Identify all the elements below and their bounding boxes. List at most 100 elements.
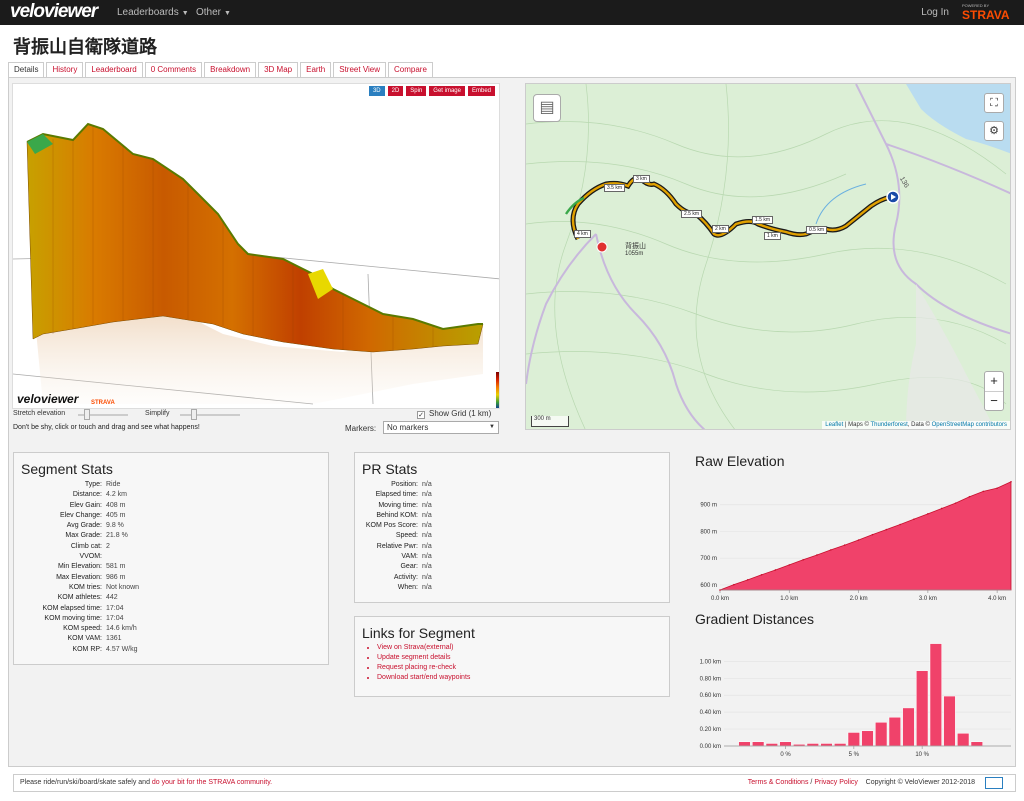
spin-button[interactable]: Spin xyxy=(406,86,427,96)
gradient-bar xyxy=(861,730,874,747)
elevation-3d-viewer[interactable]: 3D 2D Spin Get image Embed veloviewer ST… xyxy=(12,83,500,409)
show-grid-toggle[interactable]: ✓ Show Grid (1 km) xyxy=(417,409,491,419)
thunderforest-link[interactable]: Thunderforest xyxy=(870,422,908,428)
leaflet-link[interactable]: Leaflet xyxy=(825,422,844,428)
tab-details[interactable]: Details xyxy=(8,62,45,77)
profile-stripes xyxy=(52,126,434,351)
terms-link[interactable]: Terms & Conditions xyxy=(747,779,809,786)
pr-stat-row: Behind KOM: n/a xyxy=(355,511,431,521)
gradient-bar xyxy=(957,733,970,747)
get-image-button[interactable]: Get image xyxy=(429,86,465,96)
y-tick-label: 900 m xyxy=(700,503,717,509)
stretch-elevation-slider[interactable] xyxy=(78,414,128,416)
finish-marker[interactable] xyxy=(596,241,608,253)
attr-maps: | Maps © xyxy=(844,422,869,428)
footer-legal: Terms & Conditions / Privacy Policy Copy… xyxy=(748,779,975,786)
km-marker-3.5: 3.5 km xyxy=(604,184,626,192)
elevation-area xyxy=(719,481,1012,591)
simplify-slider[interactable] xyxy=(180,414,240,416)
segment-stat-row: Avg Grade: 9.8 % xyxy=(14,521,139,531)
pr-stats-panel: PR Stats Position: n/a Elapsed time: n/a Mov… xyxy=(354,452,670,603)
tab-street-view[interactable]: Street View xyxy=(333,62,387,77)
pr-stat-key: VAM: xyxy=(401,553,418,561)
veloviewer-logo[interactable]: veloviewer xyxy=(10,1,98,22)
pr-stat-value: n/a xyxy=(422,542,432,550)
segment-stat-value: 581 m xyxy=(106,563,126,571)
2d-button[interactable]: 2D xyxy=(387,86,404,96)
tab-breakdown[interactable]: Breakdown xyxy=(204,62,257,77)
simplify-handle[interactable] xyxy=(191,409,197,420)
nav-leaderboards[interactable]: Leaderboards ▼ xyxy=(117,7,189,18)
viewer-hint: Don't be shy, click or touch and drag an… xyxy=(13,424,200,431)
show-grid-checkbox[interactable]: ✓ xyxy=(417,411,425,419)
view-on-strava-link[interactable]: View on Strava(external) xyxy=(377,643,470,653)
gradient-bar xyxy=(752,741,765,747)
download-waypoints-link[interactable]: Download start/end waypoints xyxy=(377,673,470,683)
viewer-veloviewer-logo: veloviewer xyxy=(17,392,79,406)
tab-leaderboard[interactable]: Leaderboard xyxy=(85,62,143,77)
pr-stat-row: Position: n/a xyxy=(355,480,432,490)
chevron-down-icon: ▼ xyxy=(489,424,495,430)
login-link[interactable]: Log In xyxy=(921,7,949,18)
update-segment-link[interactable]: Update segment details xyxy=(377,653,470,663)
3d-profile-render[interactable] xyxy=(13,84,500,409)
markers-label: Markers: xyxy=(345,424,377,433)
tab-3d-map[interactable]: 3D Map xyxy=(258,62,299,77)
segment-stat-value: 442 xyxy=(106,594,118,602)
tab-earth[interactable]: Earth xyxy=(300,62,332,77)
elevation-point xyxy=(774,569,777,571)
zoom-in-button[interactable]: + xyxy=(990,373,998,388)
caret-down-icon: ▼ xyxy=(181,10,189,17)
powered-by-strava[interactable]: POWERED BY STRAVA xyxy=(962,3,1012,22)
nav-other[interactable]: Other ▼ xyxy=(196,7,231,18)
privacy-link[interactable]: Privacy Policy xyxy=(814,779,858,786)
strava-logo: STRAVA xyxy=(962,8,1010,22)
tab-compare[interactable]: Compare xyxy=(388,62,433,77)
osm-link[interactable]: OpenStreetMap contributors xyxy=(931,422,1007,428)
raw-elevation-svg[interactable]: 600 m 700 m 800 m 900 m 0.0 km 1.0 km 2.0 km 3.… xyxy=(690,474,1015,604)
segment-stat-row: Type: Ride xyxy=(14,480,139,490)
menu-icon[interactable] xyxy=(985,777,1003,789)
segment-stat-row: Distance: 4.2 km xyxy=(14,490,139,500)
segment-stat-row: Elev Gain: 408 m xyxy=(14,501,139,511)
segment-stat-row: KOM elapsed time: 17:04 xyxy=(14,604,139,614)
gear-icon[interactable]: ⚙ xyxy=(984,121,1004,141)
pr-stat-key: Moving time: xyxy=(378,501,418,509)
zoom-out-button[interactable]: − xyxy=(985,391,1003,410)
elevation-point xyxy=(913,518,915,520)
markers-select[interactable]: No markers ▼ xyxy=(383,421,499,434)
pr-stat-key: Elapsed time: xyxy=(375,491,418,499)
3d-button[interactable]: 3D xyxy=(368,86,385,96)
strava-community-link[interactable]: do your bit for the STRAVA community. xyxy=(151,779,273,786)
pr-stat-row: Speed: n/a xyxy=(355,531,432,541)
request-recheck-link[interactable]: Request placing re-check xyxy=(377,663,470,673)
y-tick-label: 0.20 km xyxy=(700,727,721,733)
segment-map[interactable]: 3.5 km 3 km 2.5 km 2 km 1.5 km 1 km 0.5 … xyxy=(525,83,1011,430)
gradient-distances-chart[interactable]: 0.00 km 0.20 km 0.40 km 0.60 km 0.80 km 1.00 … xyxy=(690,632,1015,762)
y-tick-label: 0.80 km xyxy=(700,676,721,682)
viewer-buttons: 3D 2D Spin Get image Embed xyxy=(368,86,495,96)
gradient-distances-svg[interactable]: 0.00 km 0.20 km 0.40 km 0.60 km 0.80 km 1.00 … xyxy=(690,632,1015,762)
km-marker-3: 3 km xyxy=(633,175,650,183)
gradient-bar xyxy=(779,741,792,747)
gradient-bar xyxy=(875,722,888,747)
segment-stat-key: Elev Change: xyxy=(59,511,102,519)
segment-stat-key: Elev Gain: xyxy=(69,501,102,509)
fullscreen-icon[interactable]: ⛶ xyxy=(984,93,1004,113)
segment-stats-title: Segment Stats xyxy=(21,461,113,477)
pr-stat-key: Behind KOM: xyxy=(376,511,418,519)
tab-comments[interactable]: 0 Comments xyxy=(144,62,203,77)
pr-stat-row: Moving time: n/a xyxy=(355,501,431,511)
y-tick-label: 1.00 km xyxy=(700,659,721,665)
pr-stat-value: n/a xyxy=(422,563,432,571)
tab-history[interactable]: History xyxy=(46,62,84,77)
segment-stat-key: KOM elapsed time: xyxy=(42,604,102,612)
layers-icon[interactable]: ▤ xyxy=(533,94,561,122)
stretch-elevation-handle[interactable] xyxy=(84,409,90,420)
top-navbar: veloviewer Leaderboards ▼ Other ▼ Log In P… xyxy=(0,0,1024,25)
raw-elevation-chart[interactable]: 600 m 700 m 800 m 900 m 0.0 km 1.0 km 2.0 km 3.… xyxy=(690,474,1015,604)
elevation-point xyxy=(802,558,804,561)
pr-stat-value: n/a xyxy=(422,583,432,591)
segment-stat-key: Distance: xyxy=(72,491,102,499)
embed-button[interactable]: Embed xyxy=(467,86,495,96)
